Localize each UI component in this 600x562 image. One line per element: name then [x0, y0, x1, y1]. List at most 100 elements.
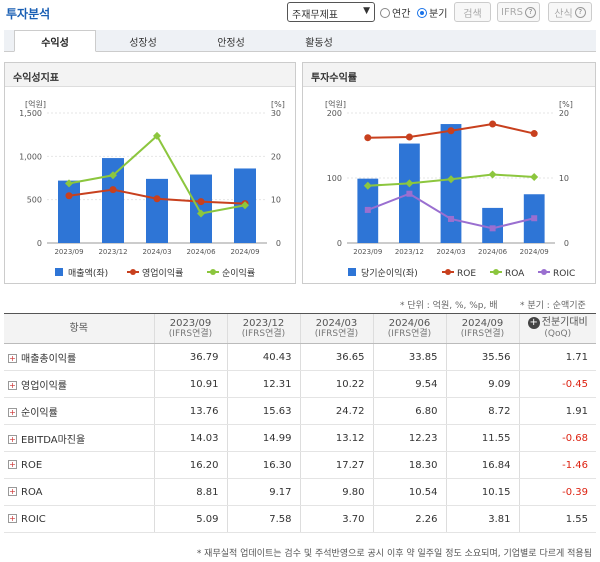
data-point	[405, 133, 413, 141]
tab-activity[interactable]: 활동성	[278, 30, 360, 52]
table-cell: 12.31	[226, 370, 300, 398]
table-cell: 17.27	[299, 451, 373, 479]
data-point	[406, 190, 413, 197]
column-header-item: 항목	[4, 313, 154, 344]
search-button[interactable]: 검색	[454, 2, 491, 22]
right-axis-unit: [%]	[271, 100, 285, 109]
column-qoq-label: 전분기대비	[541, 317, 588, 328]
table-cell: 9.17	[226, 478, 300, 506]
expand-plus-icon[interactable]: +	[8, 354, 17, 363]
table-cell: 3.70	[299, 505, 373, 533]
radio-quarter[interactable]: 분기	[417, 5, 447, 20]
y2-tick-label: 20	[559, 109, 569, 118]
row-label-cell[interactable]: + 매출총이익률	[4, 343, 154, 371]
y2-tick-label: 10	[559, 174, 569, 183]
qoq-cell: -1.46	[518, 451, 596, 479]
legend-swatch	[348, 268, 356, 276]
legend-swatch	[445, 269, 451, 275]
expand-plus-icon[interactable]: +	[8, 435, 17, 444]
row-label-cell[interactable]: + ROE	[4, 451, 154, 479]
radio-annual[interactable]: 연간	[380, 5, 410, 20]
expand-plus-icon[interactable]: +	[8, 408, 17, 417]
table-row: + 순이익률 13.76 15.63 24.72 6.80 8.72 1.91	[4, 397, 596, 425]
column-basis: (IFRS연결)	[387, 328, 432, 339]
data-point	[447, 175, 455, 184]
table-row: + ROIC 5.09 7.58 3.70 2.26 3.81 1.55	[4, 505, 596, 533]
tab-label: 수익성	[41, 37, 69, 49]
question-icon: ?	[574, 6, 586, 18]
data-point	[197, 198, 205, 206]
table-cell: 10.22	[299, 370, 373, 398]
data-point	[153, 195, 161, 203]
row-label: ROIC	[21, 513, 46, 525]
row-label-cell[interactable]: + ROA	[4, 478, 154, 506]
column-period: 2024/03	[315, 317, 358, 329]
profitability-chart-panel: 수익성지표 [억원] [%] 1,500 1,000 500 0 30 20 10 0 2023/0…	[4, 62, 296, 284]
qoq-cell: 1.55	[518, 505, 596, 533]
x-tick-label: 2024/03	[436, 248, 465, 256]
table-cell: 18.30	[372, 451, 446, 479]
y-tick-label: 1,500	[19, 109, 42, 118]
footnote: * 재무실적 업데이트는 검수 및 주석반영으로 공시 이후 약 일주일 정도 …	[196, 549, 592, 559]
qoq-cell: -0.68	[518, 424, 596, 452]
expand-plus-icon[interactable]: +	[8, 381, 17, 390]
statement-select[interactable]: 주재무제표 ▼	[287, 2, 375, 22]
column-basis: (IFRS연결)	[314, 328, 359, 339]
row-label-cell[interactable]: + ROIC	[4, 505, 154, 533]
table-cell: 2.26	[372, 505, 446, 533]
tab-stability[interactable]: 안정성	[190, 30, 272, 52]
column-header: 2023/12 (IFRS연결)	[226, 313, 300, 344]
x-tick-label: 2023/12	[395, 248, 424, 256]
formula-button[interactable]: 산식 ?	[548, 2, 592, 22]
legend-label: ROIC	[553, 269, 575, 279]
table-cell: 5.09	[153, 505, 227, 533]
radio-annual-label: 연간	[392, 9, 411, 20]
legend-swatch	[493, 269, 499, 275]
radio-quarter-dot[interactable]	[417, 7, 427, 18]
ifrs-help-button[interactable]: IFRS ?	[497, 2, 540, 22]
x-tick-label: 2024/09	[230, 248, 259, 256]
table-cell: 15.63	[226, 397, 300, 425]
row-label-cell[interactable]: + EBITDA마진율	[4, 424, 154, 452]
row-label-cell[interactable]: + 영업이익률	[4, 370, 154, 398]
profitability-table: 항목 2023/09 (IFRS연결) 2023/12 (IFRS연결) 2024/…	[4, 313, 596, 533]
column-basis: (IFRS연결)	[460, 328, 505, 339]
table-cell: 16.84	[445, 451, 519, 479]
qoq-cell: 1.91	[518, 397, 596, 425]
table-cell: 12.23	[372, 424, 446, 452]
table-cell: 10.15	[445, 478, 519, 506]
expand-plus-icon[interactable]: +	[8, 460, 17, 469]
x-tick-label: 2024/06	[478, 248, 508, 256]
column-period: 2023/12	[242, 317, 285, 329]
expand-plus-icon[interactable]: +	[8, 514, 17, 523]
table-cell: 8.81	[153, 478, 227, 506]
expand-plus-icon[interactable]: +	[8, 487, 17, 496]
table-cell: 10.91	[153, 370, 227, 398]
column-header: 2024/06 (IFRS연결)	[372, 313, 446, 344]
row-label-cell[interactable]: + 순이익률	[4, 397, 154, 425]
column-header: 2023/09 (IFRS연결)	[153, 313, 227, 344]
legend-label: 영업이익률	[142, 267, 183, 279]
column-header: 2024/03 (IFRS연결)	[299, 313, 373, 344]
table-row: + ROA 8.81 9.17 9.80 10.54 10.15 -0.39	[4, 478, 596, 506]
bar	[102, 158, 124, 243]
column-period: 2024/06	[388, 317, 431, 329]
table-header-row: 항목 2023/09 (IFRS연결) 2023/12 (IFRS연결) 2024/…	[4, 313, 596, 344]
legend-swatch	[55, 268, 63, 276]
statement-select-value: 주재무제표	[292, 10, 338, 21]
table-cell: 14.99	[226, 424, 300, 452]
data-point	[364, 134, 372, 142]
row-label: 영업이익률	[21, 380, 67, 392]
y-tick-label: 200	[327, 109, 342, 118]
data-point	[65, 179, 73, 188]
tab-label: 활동성	[305, 37, 333, 49]
data-point	[530, 173, 539, 182]
x-tick-label: 2024/09	[520, 248, 549, 256]
tab-growth[interactable]: 성장성	[102, 30, 184, 52]
left-axis-unit: [억원]	[25, 99, 46, 109]
data-point	[109, 186, 117, 194]
table-cell: 7.58	[226, 505, 300, 533]
tab-profitability[interactable]: 수익성	[14, 30, 96, 52]
expand-plus-icon[interactable]: +	[527, 317, 540, 329]
radio-annual-dot[interactable]	[380, 7, 390, 18]
